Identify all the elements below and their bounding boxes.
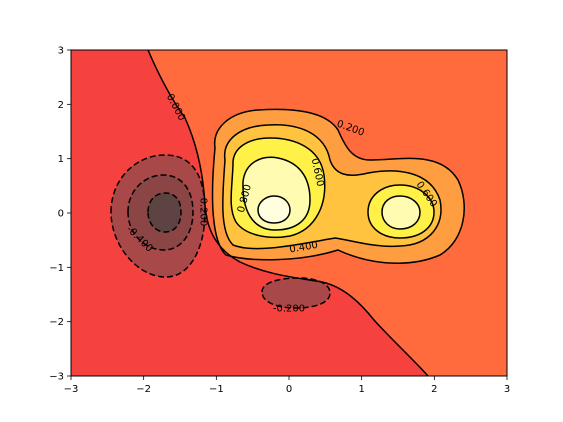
contour-line-neg0.400 [127, 174, 194, 251]
contour-line-1.000 [257, 195, 291, 224]
x-tick-label: −3 [64, 384, 79, 395]
x-axis: −3 −2 −1 0 1 2 3 [64, 376, 510, 395]
contour-line-0.000 [147, 50, 429, 376]
y-tick-label: −2 [49, 317, 64, 328]
fill-level-below-0 [71, 50, 428, 376]
contour-line-neg0.200-lower [261, 277, 331, 309]
y-tick-label: 2 [58, 100, 64, 111]
contour-line-0.400 [222, 124, 442, 250]
fill-level-1.0-plus [258, 196, 290, 223]
y-tick-label: −1 [49, 263, 64, 274]
x-tick-label: 3 [504, 384, 510, 395]
y-axis: −3 −2 −1 0 1 2 3 [49, 46, 71, 383]
contour-line-0.600-right [367, 184, 435, 239]
x-tick-label: −1 [209, 384, 224, 395]
y-tick-label: 3 [58, 46, 64, 57]
contour-line-0.200 [211, 108, 465, 264]
contour-line-neg0.200 [110, 154, 206, 278]
contour-line-0.800 [242, 156, 311, 231]
contour-line-neg0.600 [147, 192, 182, 233]
x-tick-label: 0 [286, 384, 292, 395]
y-tick-label: −3 [49, 372, 64, 383]
contour-line-0.600 [230, 137, 326, 239]
x-tick-label: 1 [358, 384, 364, 395]
contour-label: 0.400 [289, 240, 319, 256]
contour-line-0.800-right [381, 195, 421, 230]
x-tick-label: 2 [431, 384, 437, 395]
contour-label: 0.200 [197, 198, 208, 227]
fill-level-below-neg0.4 [148, 193, 181, 232]
y-tick-label: 0 [58, 209, 64, 220]
x-tick-label: −2 [136, 384, 151, 395]
contour-label: -0.200 [273, 304, 305, 315]
y-tick-label: 1 [58, 154, 64, 165]
